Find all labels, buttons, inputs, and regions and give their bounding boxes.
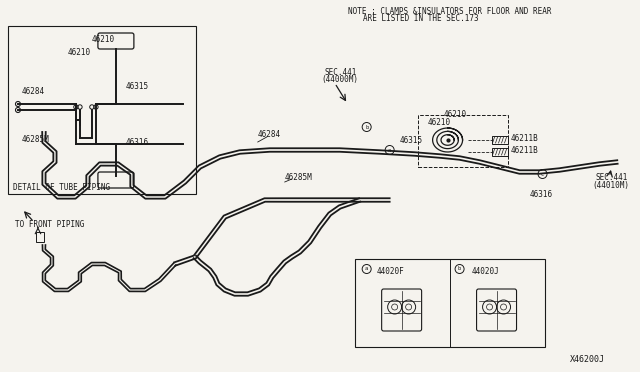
Text: NOTE ; CLAMPS &INSULATORS FOR FLOOR AND REAR: NOTE ; CLAMPS &INSULATORS FOR FLOOR AND … <box>348 6 551 16</box>
Text: 46316: 46316 <box>126 138 149 147</box>
Text: 46285M: 46285M <box>285 173 312 182</box>
Text: 46210: 46210 <box>428 118 451 126</box>
Text: b: b <box>458 266 461 272</box>
Text: c: c <box>541 171 544 176</box>
Text: (44000M): (44000M) <box>322 74 358 83</box>
Text: 46284: 46284 <box>258 129 281 138</box>
Bar <box>355 259 545 347</box>
Text: 44020F: 44020F <box>377 266 404 276</box>
Text: 44020J: 44020J <box>472 266 499 276</box>
Text: DETAIL OF TUBE PIPING: DETAIL OF TUBE PIPING <box>13 183 110 192</box>
Text: SEC.441: SEC.441 <box>324 67 357 77</box>
Text: a: a <box>365 266 368 272</box>
Bar <box>8 26 196 194</box>
Text: SEC.441: SEC.441 <box>595 173 628 182</box>
Bar <box>492 136 508 144</box>
Text: TO FRONT PIPING: TO FRONT PIPING <box>15 219 84 228</box>
Text: 46315: 46315 <box>126 81 149 90</box>
Text: X46200J: X46200J <box>570 356 605 365</box>
Text: 46316: 46316 <box>529 189 553 199</box>
Text: 46315: 46315 <box>399 135 423 144</box>
Bar <box>492 148 508 156</box>
Text: 46210: 46210 <box>92 35 115 44</box>
Text: ARE LISTED IN THE SEC.173: ARE LISTED IN THE SEC.173 <box>363 13 478 22</box>
Text: 46210: 46210 <box>68 48 91 57</box>
Text: a: a <box>388 148 391 153</box>
Text: 46211B: 46211B <box>511 145 538 154</box>
Bar <box>36 232 44 242</box>
Text: 46210: 46210 <box>444 109 467 119</box>
Text: (44010M): (44010M) <box>593 180 630 189</box>
Text: 46284: 46284 <box>22 87 45 96</box>
Text: 46285M: 46285M <box>22 135 50 144</box>
Text: 46211B: 46211B <box>511 134 538 142</box>
Bar <box>418 115 508 167</box>
Text: b: b <box>365 125 368 129</box>
